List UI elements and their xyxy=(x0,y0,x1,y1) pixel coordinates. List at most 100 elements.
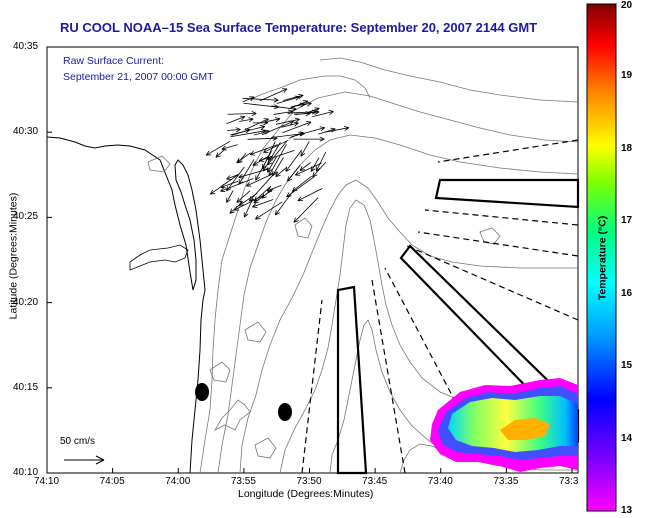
current-vector-head xyxy=(235,127,241,130)
current-vector xyxy=(233,194,265,211)
current-vector-head xyxy=(273,99,279,103)
current-vector-head xyxy=(252,206,258,208)
current-vector-head xyxy=(312,172,315,178)
current-vector xyxy=(221,144,238,150)
current-vector-head xyxy=(286,192,290,197)
current-vector xyxy=(246,171,278,187)
current-vector-head xyxy=(244,128,250,130)
current-vector xyxy=(236,190,251,203)
current-vector-head xyxy=(286,195,292,198)
current-vector-head xyxy=(251,111,257,114)
current-vector xyxy=(226,174,239,180)
current-vector-head xyxy=(293,220,299,223)
current-vector xyxy=(310,157,320,172)
current-vector-head xyxy=(285,168,291,172)
current-vector xyxy=(253,130,270,136)
current-vector-head xyxy=(255,176,260,181)
current-vector xyxy=(230,130,266,138)
current-vector-head xyxy=(250,154,256,156)
current-vector-head xyxy=(320,127,325,132)
current-vector xyxy=(247,137,278,140)
current-vector-head xyxy=(315,107,320,113)
current-vector xyxy=(261,188,273,199)
current-vector xyxy=(210,173,240,195)
current-vector xyxy=(215,148,226,158)
current-vector xyxy=(230,126,265,136)
current-vector-head xyxy=(252,160,257,166)
current-vector-head xyxy=(226,188,232,192)
current-vector-head xyxy=(272,172,277,177)
current-vector-head xyxy=(319,136,325,140)
colorbar xyxy=(586,3,617,512)
current-vector xyxy=(283,94,304,101)
current-vector xyxy=(239,118,254,122)
current-vector-head xyxy=(215,152,219,158)
x-tick-label: 74:05 xyxy=(99,476,125,487)
current-vector-head xyxy=(259,160,265,162)
scale-arrow-label: 50 cm/s xyxy=(60,436,96,447)
colorbar-tick-label: 17 xyxy=(621,215,633,227)
current-vector-head xyxy=(249,196,252,202)
current-vector-head xyxy=(307,121,312,126)
current-vector-head xyxy=(238,181,244,185)
current-vector xyxy=(252,199,274,208)
current-vector-head xyxy=(236,161,242,164)
current-vector-head xyxy=(275,118,281,123)
current-vector-head xyxy=(305,113,311,117)
y-tick-label: 40:10 xyxy=(13,467,39,478)
current-vector-head xyxy=(274,210,277,216)
current-vector-head xyxy=(235,129,241,133)
current-vector-head xyxy=(238,177,244,179)
x-tick-label: 73:40 xyxy=(427,476,453,487)
current-vector-head xyxy=(251,113,257,117)
current-vector-head xyxy=(312,174,318,178)
current-vector-head xyxy=(283,88,288,93)
current-vector xyxy=(242,97,279,101)
current-vector xyxy=(325,127,349,133)
y-tick-label: 40:35 xyxy=(13,41,39,52)
current-vector-head xyxy=(289,121,294,126)
current-vector-head xyxy=(264,129,270,132)
x-tick-label: 73:55 xyxy=(230,476,256,487)
current-vector xyxy=(272,157,284,177)
current-vector-head xyxy=(248,117,254,120)
current-vector-head xyxy=(310,168,316,172)
current-vector-head xyxy=(299,95,304,99)
current-vector xyxy=(315,151,327,172)
current-vector-head xyxy=(209,189,214,195)
current-vector-head xyxy=(253,196,257,202)
current-vector xyxy=(282,121,312,134)
current-vector-head xyxy=(343,125,349,129)
x-tick-label: 74:00 xyxy=(165,476,191,487)
current-vector-head xyxy=(311,111,317,115)
current-vector-head xyxy=(244,213,249,218)
current-vector-head xyxy=(328,110,334,112)
current-vector-head xyxy=(319,138,325,142)
current-vector xyxy=(236,152,251,164)
current-vector xyxy=(312,161,327,178)
current-vector-head xyxy=(233,205,238,211)
current-vector-head xyxy=(236,197,240,203)
colorbar-tick-label: 18 xyxy=(621,142,633,154)
current-vector-head xyxy=(238,173,243,178)
current-label-line2: September 21, 2007 00:00 GMT xyxy=(63,71,214,83)
y-tick-label: 40:25 xyxy=(13,211,39,223)
current-vector xyxy=(295,162,322,176)
sst-patch xyxy=(430,378,578,472)
current-vector-head xyxy=(226,199,231,203)
current-vector-head xyxy=(285,166,288,172)
surface-current-vectors xyxy=(205,88,350,223)
current-vector xyxy=(267,156,277,173)
current-vector-head xyxy=(287,178,293,182)
coastline xyxy=(46,136,206,474)
current-vector-head xyxy=(329,111,334,115)
current-vector xyxy=(244,118,269,131)
current-vector xyxy=(220,180,239,188)
current-vector xyxy=(242,96,255,103)
x-axis-label: Longitude (Degrees:Minutes) xyxy=(238,488,374,500)
current-vector-head xyxy=(248,118,254,123)
current-vector-head xyxy=(273,106,279,110)
current-vector xyxy=(318,128,336,135)
current-label-line1: Raw Surface Current: xyxy=(63,55,164,67)
axis-ticks xyxy=(46,46,573,474)
